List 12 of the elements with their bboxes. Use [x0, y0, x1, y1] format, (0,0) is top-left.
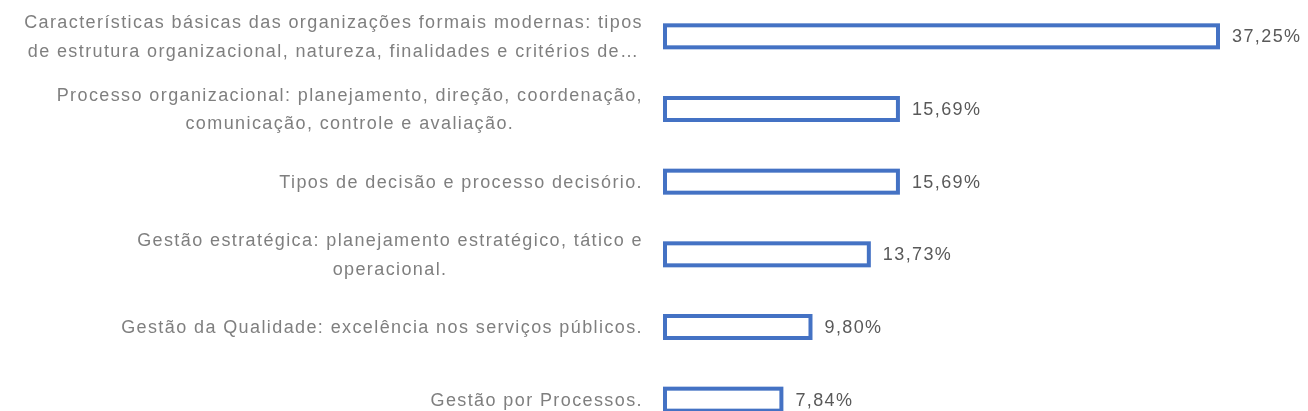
data-label: 9,80%	[824, 317, 883, 337]
y-tick-label: Gestão por Processos.	[430, 389, 644, 410]
y-tick-label: Características básicas das organizações formais modernas: tipos de estrutura organizacional, natureza, finalidades e critérios de…	[24, 12, 644, 61]
data-label: 15,69%	[911, 171, 982, 192]
y-tick-label: Gestão estratégica: planejamento estratégico, tático e operacional.	[137, 230, 643, 279]
data-label: 13,73%	[882, 244, 953, 265]
y-tick-label: Tipos de decisão e processo decisório.	[279, 171, 643, 192]
data-label: 15,69%	[911, 99, 982, 119]
data-label: 37,25%	[1232, 26, 1302, 47]
data-label: 7,84%	[795, 389, 854, 410]
y-tick-label: Processo organizacional: planejamento, direção, coordenação, comunicação, controle e avaliação.	[56, 84, 643, 134]
y-tick-label: Gestão da Qualidade: excelência nos serviços públicos.	[121, 317, 643, 337]
